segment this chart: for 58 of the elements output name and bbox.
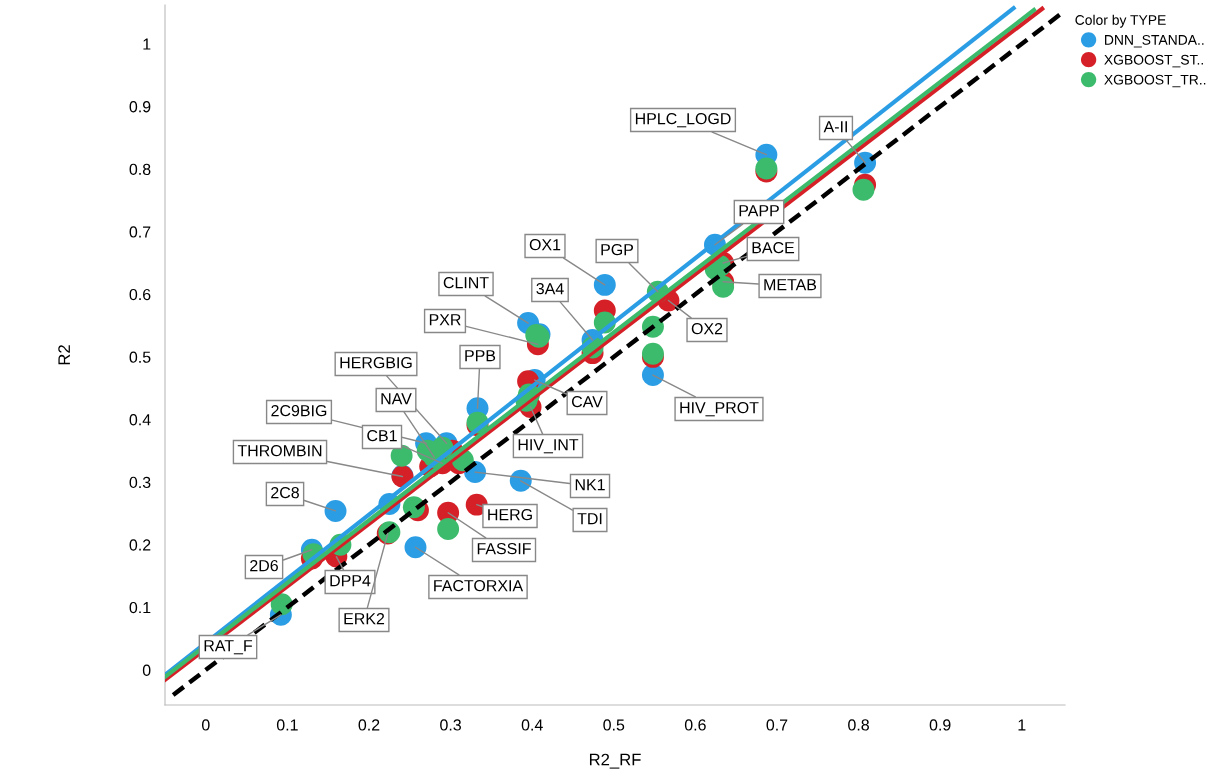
x-axis-title: R2_RF xyxy=(589,753,641,769)
x-tick-label: 0.9 xyxy=(929,719,951,731)
y-tick-label: 1 xyxy=(143,38,151,50)
x-tick-label: 0.4 xyxy=(521,719,543,731)
legend-label: XGBOOST_ST.. xyxy=(1104,54,1203,68)
annotation: NK1 xyxy=(575,479,605,491)
annotation: HIV_INT xyxy=(518,439,579,454)
annotation: THROMBIN xyxy=(237,444,322,457)
x-tick-label: 0.8 xyxy=(848,719,869,731)
legend-label: XGBOOST_TR.. xyxy=(1104,74,1206,88)
annotation: FASSIF xyxy=(477,542,531,555)
x-tick-label: 0.6 xyxy=(684,719,706,731)
annotation: CB1 xyxy=(367,429,397,442)
annotation: DPP4 xyxy=(330,575,371,587)
x-tick-label: 1 xyxy=(1018,719,1026,731)
x-tick-label: 0.7 xyxy=(766,719,788,731)
annotation: HERG xyxy=(488,508,532,521)
annotation: PGP xyxy=(601,243,634,256)
y-tick-label: 0 xyxy=(142,664,151,676)
annotation: HERGBIG xyxy=(340,356,412,369)
y-axis-title: R2 xyxy=(58,345,70,365)
annotation: TDI xyxy=(577,513,602,525)
annotation: PAPP xyxy=(739,205,779,217)
y-tick-label: 0.7 xyxy=(129,226,151,238)
y-tick-label: 0.6 xyxy=(129,288,151,301)
annotation: PPB xyxy=(465,350,496,362)
y-tick-label: 0.4 xyxy=(129,414,151,426)
y-tick-label: 0.3 xyxy=(129,476,151,489)
annotation: OX1 xyxy=(529,238,561,251)
legend-title: Color by TYPE xyxy=(1075,14,1166,28)
x-tick-label: 0.3 xyxy=(440,719,461,731)
y-tick-label: 0.5 xyxy=(129,351,151,363)
annotation: HPLC_LOGD xyxy=(635,112,731,128)
annotation: CAV xyxy=(571,395,603,408)
annotation: BACE xyxy=(752,241,795,254)
x-tick-label: 0.2 xyxy=(358,719,380,731)
annotation: METAB xyxy=(764,279,817,291)
annotation: PXR xyxy=(429,314,461,326)
y-tick-label: 0.8 xyxy=(129,163,151,175)
x-tick-label: 0 xyxy=(201,719,210,731)
legend-label: DNN_STANDA.. xyxy=(1105,34,1204,48)
annotation: 2C9BIG xyxy=(271,404,327,417)
annotation: OX2 xyxy=(691,322,723,335)
x-tick-label: 0.5 xyxy=(603,719,625,731)
annotation: 2C8 xyxy=(271,486,299,499)
y-tick-label: 0.1 xyxy=(129,601,151,614)
annotation: HIV_PROT xyxy=(680,401,759,417)
x-tick-label: 0.1 xyxy=(276,719,298,731)
annotation: 3A4 xyxy=(536,282,564,295)
y-tick-label: 0.9 xyxy=(129,101,151,113)
annotation: NAV xyxy=(381,393,412,405)
annotation: CLINT xyxy=(443,276,489,289)
annotation: FACTORXIA xyxy=(434,579,524,592)
annotation: ERK2 xyxy=(344,612,385,625)
annotation: 2D6 xyxy=(250,559,278,572)
y-tick-label: 0.2 xyxy=(129,539,151,551)
annotation: RAT_F xyxy=(204,640,253,655)
annotation: A-II xyxy=(823,121,847,133)
